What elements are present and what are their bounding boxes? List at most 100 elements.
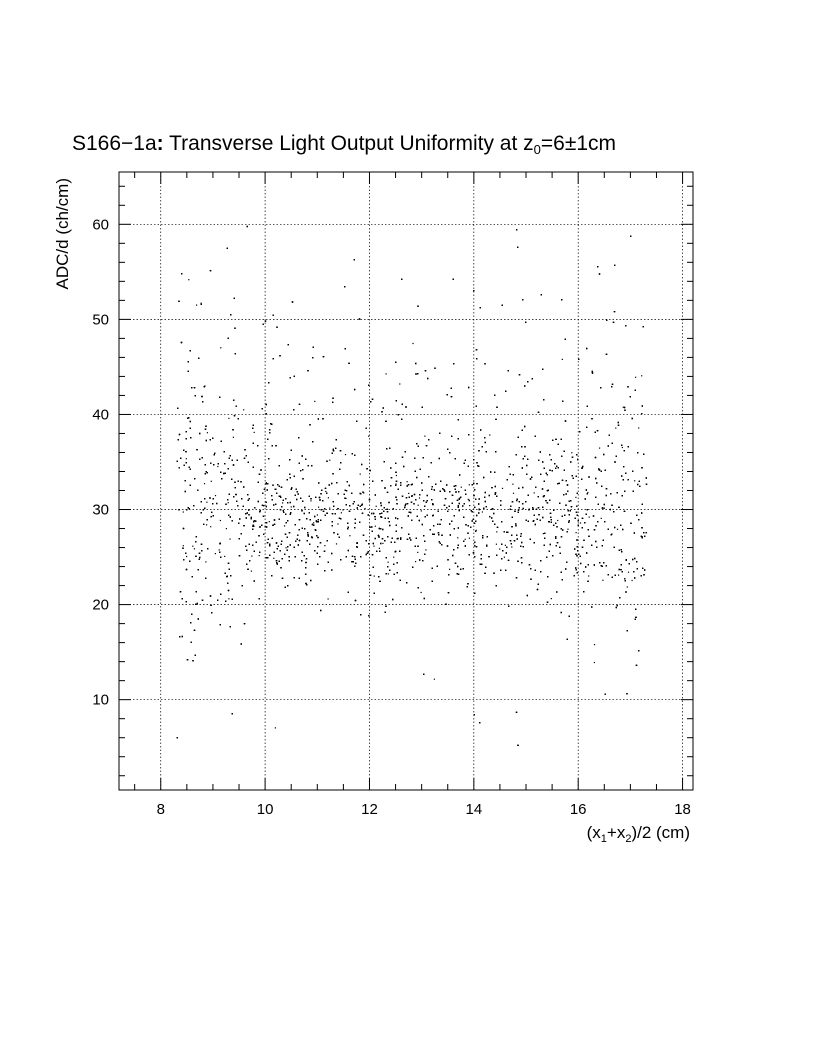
- title-colon: :: [157, 132, 164, 155]
- data-point: [424, 435, 426, 437]
- data-point: [634, 480, 636, 482]
- data-point: [218, 549, 220, 551]
- data-point: [229, 538, 231, 540]
- data-point: [496, 531, 498, 533]
- data-point: [641, 375, 643, 377]
- data-point: [499, 548, 501, 550]
- data-point: [285, 547, 287, 549]
- data-point: [373, 575, 375, 577]
- data-point: [464, 538, 466, 540]
- data-point: [375, 505, 377, 507]
- data-point: [575, 532, 577, 534]
- data-point: [206, 432, 208, 434]
- data-point: [182, 511, 184, 513]
- data-point: [210, 480, 212, 482]
- data-point: [561, 358, 563, 360]
- data-point: [250, 570, 252, 572]
- data-point: [243, 409, 245, 411]
- data-point: [359, 473, 361, 475]
- data-point: [393, 556, 395, 558]
- data-point: [193, 548, 195, 550]
- data-point: [382, 542, 384, 544]
- title-main: Transverse Light Output Uniformity at z: [164, 132, 534, 155]
- data-point: [433, 678, 435, 680]
- data-point: [310, 500, 312, 502]
- data-point: [587, 491, 589, 494]
- data-point: [200, 302, 202, 304]
- data-point: [600, 517, 602, 519]
- data-point: [368, 435, 370, 437]
- data-point: [220, 347, 222, 349]
- data-point: [621, 446, 623, 449]
- data-point: [571, 452, 573, 454]
- data-point: [274, 727, 276, 729]
- chart-title: S166−1a: Transverse Light Output Uniform…: [72, 132, 616, 157]
- data-point: [290, 506, 292, 508]
- data-point: [324, 545, 326, 547]
- data-point: [325, 490, 327, 493]
- data-point: [363, 492, 365, 494]
- data-point: [495, 543, 497, 545]
- data-point: [253, 431, 255, 433]
- data-point: [224, 555, 226, 557]
- data-point: [503, 556, 505, 558]
- data-point: [575, 496, 577, 498]
- title-subscript: 0: [534, 142, 541, 157]
- data-point: [282, 502, 284, 504]
- data-point: [468, 537, 470, 539]
- data-point: [273, 557, 275, 559]
- data-point: [345, 497, 347, 500]
- data-point: [349, 535, 351, 537]
- data-point: [206, 501, 208, 503]
- data-point: [638, 427, 640, 429]
- data-point: [374, 525, 376, 527]
- data-point: [475, 529, 477, 531]
- data-point: [188, 279, 190, 281]
- data-point: [627, 571, 630, 573]
- data-point: [219, 519, 221, 522]
- data-point: [344, 454, 347, 456]
- data-point: [203, 483, 206, 485]
- data-point: [340, 512, 342, 514]
- data-point: [228, 598, 230, 600]
- data-point: [210, 526, 212, 528]
- data-point: [626, 586, 628, 588]
- data-point: [314, 400, 316, 402]
- data-point: [415, 561, 417, 563]
- data-point: [329, 459, 331, 461]
- data-point: [567, 528, 569, 530]
- grid-lines: [119, 172, 693, 790]
- data-point: [593, 661, 595, 664]
- data-point: [395, 474, 397, 477]
- data-point: [387, 561, 389, 563]
- title-prefix: S166−1a: [72, 132, 157, 155]
- data-point: [412, 342, 414, 345]
- data-point: [616, 528, 619, 530]
- data-point: [489, 434, 491, 436]
- data-point: [511, 546, 513, 548]
- data-point: [228, 417, 230, 419]
- data-point: [588, 575, 590, 577]
- data-point: [335, 543, 338, 545]
- data-point: [557, 519, 559, 522]
- data-point: [504, 544, 506, 546]
- data-point: [615, 427, 617, 429]
- data-point: [406, 481, 408, 483]
- data-point: [468, 484, 470, 486]
- data-point: [342, 509, 344, 511]
- data-point: [449, 568, 451, 570]
- data-point: [593, 644, 596, 646]
- data-point: [225, 528, 227, 530]
- data-point: [251, 555, 253, 557]
- data-point: [318, 506, 320, 508]
- data-point: [182, 545, 184, 547]
- data-point: [385, 373, 387, 375]
- data-point: [420, 591, 422, 594]
- data-point: [635, 376, 637, 378]
- data-point: [327, 598, 329, 600]
- data-point: [337, 523, 339, 525]
- data-point: [457, 537, 459, 539]
- title-suffix: =6±1cm: [541, 132, 616, 155]
- data-point: [399, 383, 401, 385]
- data-point: [460, 486, 462, 488]
